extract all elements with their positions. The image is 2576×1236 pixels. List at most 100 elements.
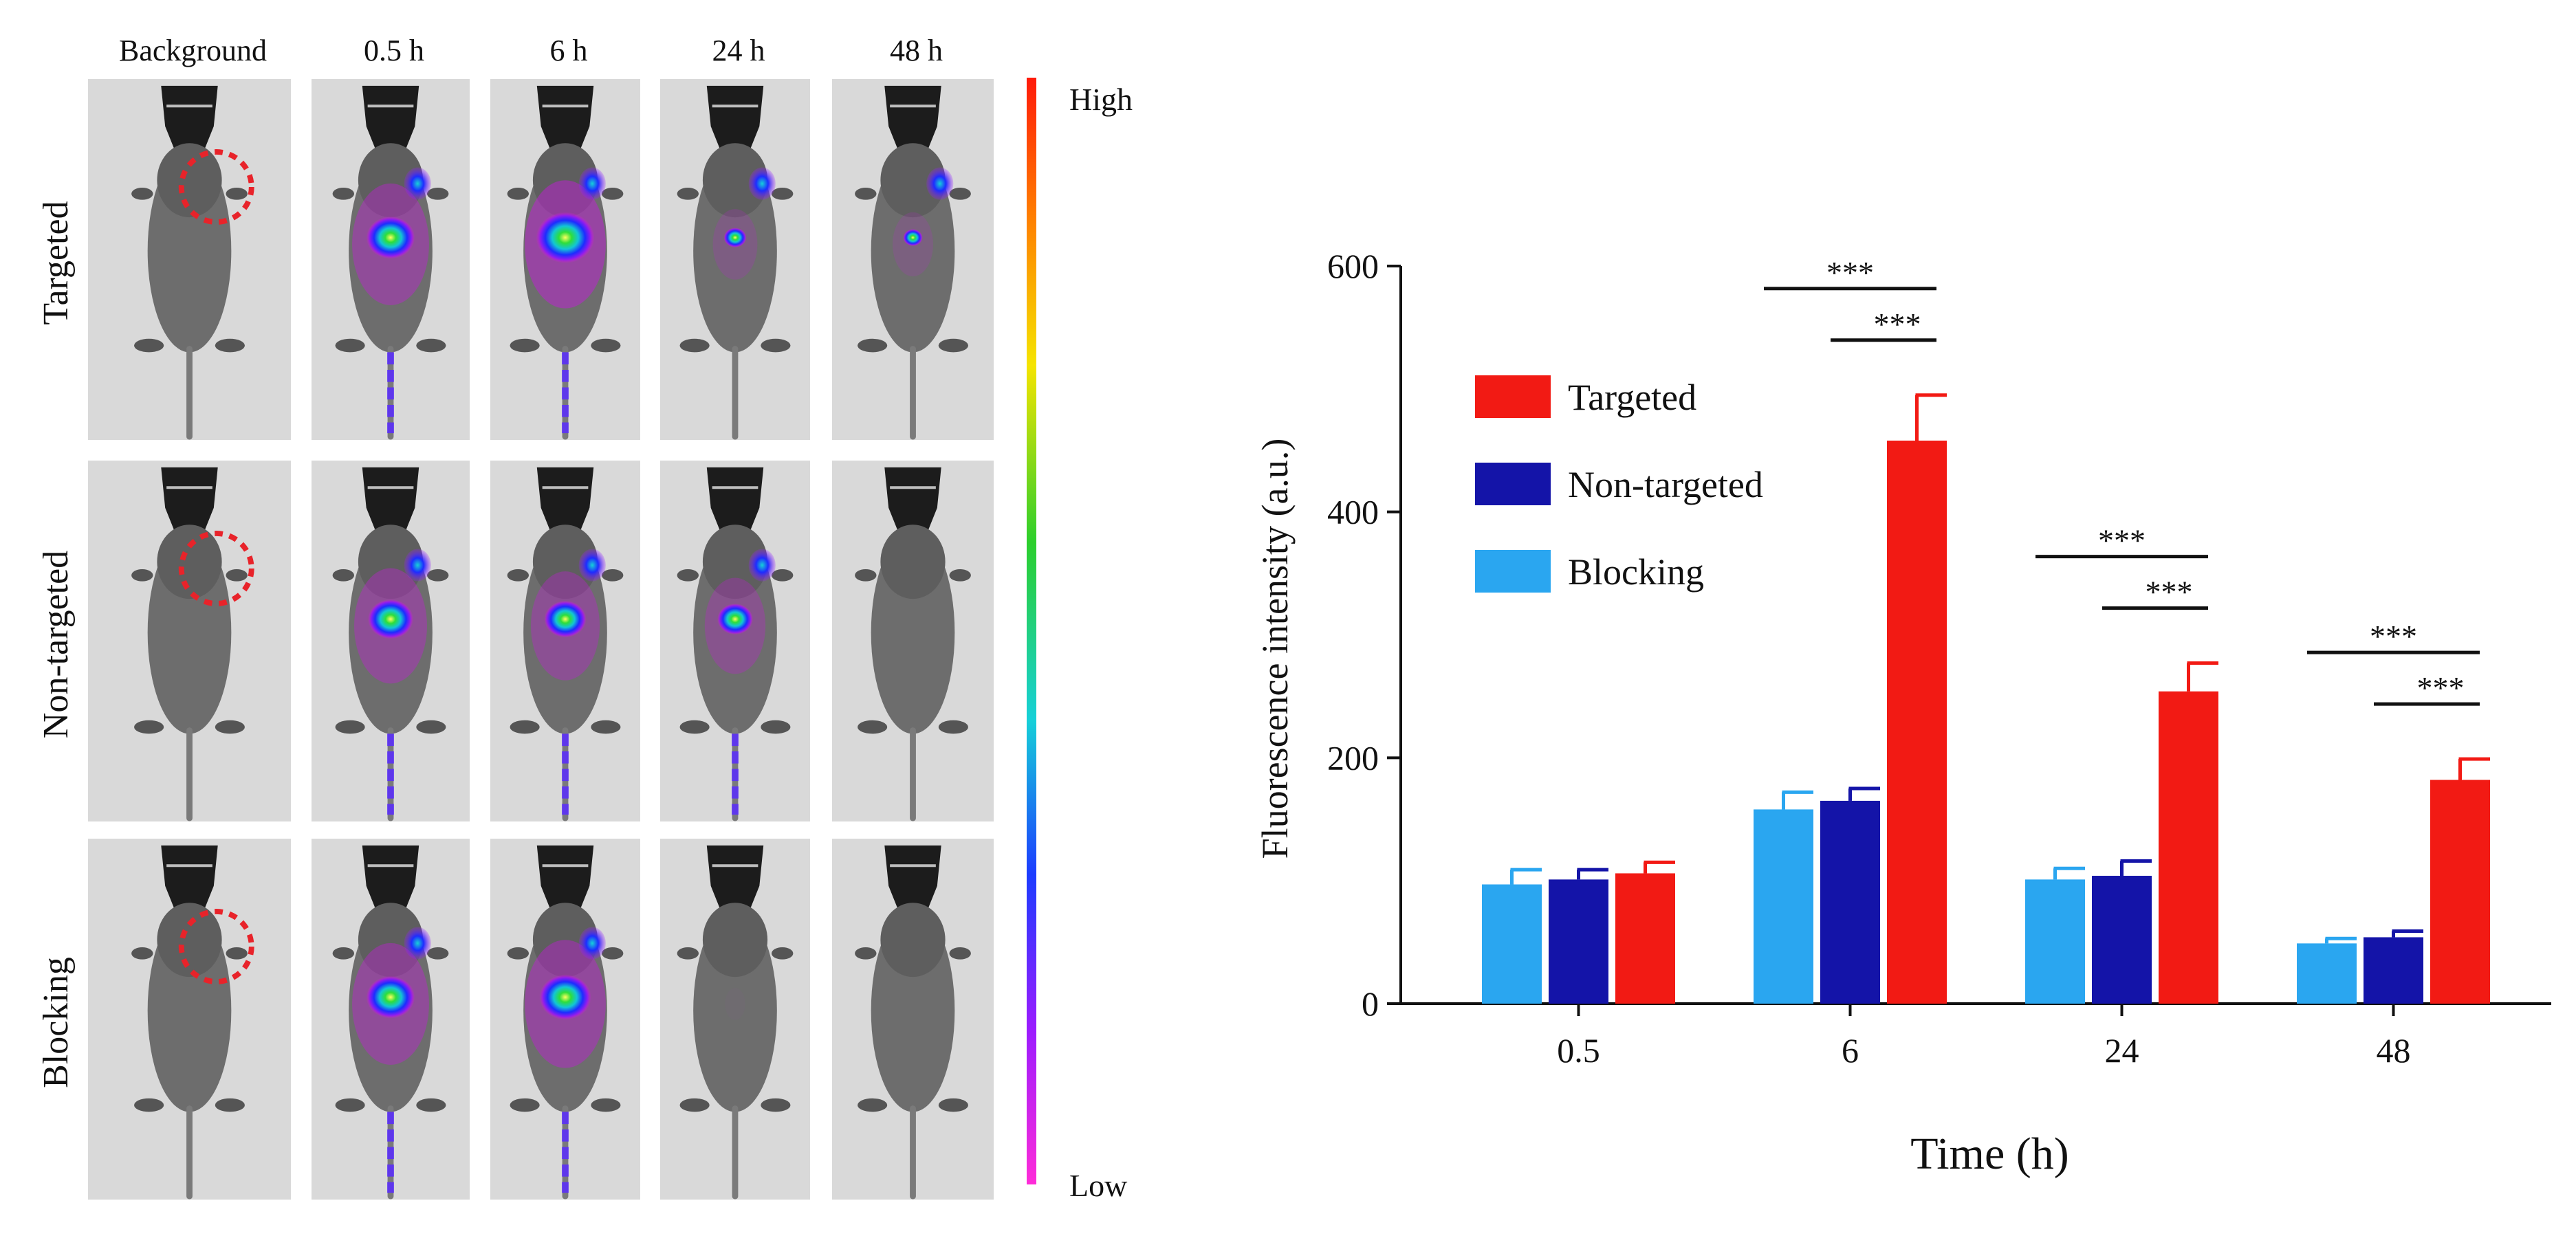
- mouse-forelimb: [855, 187, 877, 200]
- mouse-forelimb: [507, 569, 530, 582]
- tumor-region-marker: [178, 149, 254, 225]
- mouse-hindlimb: [761, 1098, 791, 1112]
- body-signal-hotspot: [903, 229, 923, 246]
- nose-cone: [362, 85, 419, 157]
- time-label: 48 h: [890, 34, 943, 67]
- x-tick-label: 48: [2377, 1031, 2411, 1070]
- mouse-hindlimb: [416, 338, 446, 353]
- mouse-forelimb: [677, 187, 699, 200]
- mouse-hindlimb: [761, 338, 791, 353]
- row-label: Targeted: [36, 201, 76, 324]
- mouse-image-cell: [490, 79, 640, 440]
- tumor-signal: [748, 549, 776, 582]
- time-label: Background: [119, 34, 267, 67]
- tumor-signal: [404, 167, 431, 200]
- colorbar: [1027, 78, 1036, 1184]
- mouse-hindlimb: [679, 720, 710, 734]
- nose-cone: [706, 85, 764, 157]
- legend-label: Non-targeted: [1568, 464, 1763, 505]
- tumor-region-marker: [178, 531, 254, 606]
- mouse-forelimb: [677, 569, 699, 582]
- mouse-forelimb: [426, 187, 449, 200]
- y-axis-title: Fluorescence intensity (a.u.): [1254, 439, 1296, 859]
- body-signal-haze: [725, 988, 745, 1020]
- mouse-image-cell: [88, 79, 291, 440]
- mouse-forelimb: [601, 569, 624, 582]
- mouse-forelimb: [601, 187, 624, 200]
- mouse-forelimb: [226, 569, 248, 582]
- bar: [2159, 691, 2218, 1004]
- mouse-head: [358, 903, 424, 978]
- nose-cone: [536, 467, 594, 538]
- x-tick-label: 24: [2105, 1031, 2139, 1070]
- mouse-forelimb: [507, 947, 530, 960]
- row-label: Non-targeted: [36, 551, 76, 738]
- nose-cone: [161, 85, 218, 157]
- mouse-hindlimb: [416, 720, 446, 734]
- mouse-forelimb: [949, 187, 971, 200]
- mouse-hindlimb: [938, 338, 968, 353]
- nose-cone: [362, 467, 419, 538]
- mouse-head: [880, 525, 946, 599]
- mouse-hindlimb: [416, 1098, 446, 1112]
- significance-label: ***: [1826, 255, 1874, 290]
- time-label: 6 h: [550, 34, 588, 67]
- mouse-head: [358, 143, 424, 218]
- mouse-forelimb: [771, 569, 794, 582]
- nose-cone: [706, 845, 764, 916]
- nose-cone: [884, 467, 941, 538]
- mouse-image-cell: [88, 461, 291, 821]
- mouse-forelimb: [131, 569, 153, 582]
- mouse-forelimb: [426, 569, 449, 582]
- x-axis-title: Time (h): [1910, 1129, 2069, 1179]
- mouse-forelimb: [426, 947, 449, 960]
- mouse-image-cell: [490, 839, 640, 1200]
- bar: [1482, 884, 1542, 1004]
- tumor-signal: [404, 549, 431, 582]
- time-label: 24 h: [712, 34, 765, 67]
- mouse-forelimb: [949, 569, 971, 582]
- y-tick-label: 200: [1327, 738, 1379, 777]
- body-signal-hotspot: [368, 599, 413, 639]
- legend-label: Targeted: [1568, 377, 1696, 418]
- row-label: Blocking: [36, 957, 76, 1088]
- mouse-hindlimb: [215, 338, 245, 353]
- mouse-hindlimb: [510, 338, 540, 353]
- body-signal-hotspot: [536, 212, 595, 263]
- mouse-forelimb: [601, 947, 624, 960]
- nose-cone: [536, 85, 594, 157]
- nose-cone: [161, 845, 218, 916]
- mouse-forelimb: [332, 569, 355, 582]
- mouse-forelimb: [949, 947, 971, 960]
- mouse-forelimb: [226, 947, 248, 960]
- mouse-head: [532, 903, 598, 978]
- mouse-image-cell: [660, 79, 810, 440]
- mouse-forelimb: [677, 947, 699, 960]
- bar: [1820, 800, 1880, 1004]
- legend-swatch: [1475, 550, 1551, 593]
- imaging-panel: Background 0.5 h 6 h 24 h 48 h Targeted Non-ta…: [36, 34, 1133, 1203]
- mouse-hindlimb: [679, 1098, 710, 1112]
- mouse-hindlimb: [938, 1098, 968, 1112]
- x-tick-label: 6: [1842, 1031, 1859, 1070]
- nose-cone: [706, 467, 764, 538]
- mouse-head: [880, 903, 946, 978]
- mouse-hindlimb: [215, 720, 245, 734]
- x-tick-label: 0.5: [1557, 1031, 1600, 1070]
- mouse-forelimb: [131, 947, 153, 960]
- nose-cone: [884, 845, 941, 916]
- nose-cone: [536, 845, 594, 916]
- body-signal-hotspot: [366, 975, 415, 1019]
- mouse-image-cell: [312, 461, 470, 821]
- significance-label: ***: [2370, 619, 2417, 654]
- tumor-signal: [578, 167, 606, 200]
- tumor-signal: [578, 549, 606, 582]
- tumor-signal: [578, 927, 606, 960]
- nose-cone: [362, 845, 419, 916]
- mouse-hindlimb: [679, 338, 710, 353]
- mouse-head: [358, 525, 424, 599]
- bar: [2430, 780, 2490, 1004]
- mouse-hindlimb: [858, 720, 888, 734]
